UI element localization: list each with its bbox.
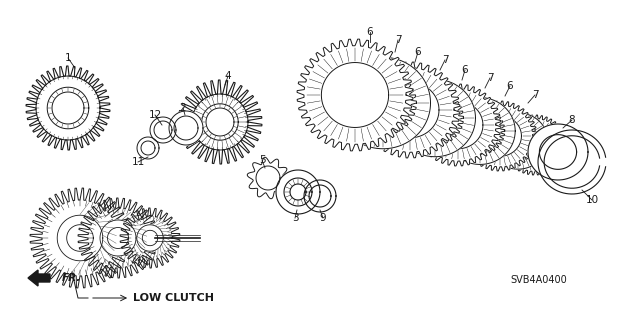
Polygon shape (516, 128, 554, 162)
Polygon shape (78, 198, 158, 278)
Polygon shape (100, 220, 136, 256)
Text: 4: 4 (225, 71, 231, 81)
Text: 6: 6 (507, 81, 513, 91)
Text: 10: 10 (586, 195, 598, 205)
Text: 2: 2 (180, 103, 186, 113)
Text: SVB4A0400: SVB4A0400 (510, 275, 567, 285)
Polygon shape (36, 76, 100, 140)
Polygon shape (28, 270, 50, 286)
Polygon shape (455, 108, 505, 155)
Polygon shape (276, 170, 320, 214)
Text: 8: 8 (569, 115, 575, 125)
Polygon shape (169, 111, 203, 145)
Polygon shape (178, 80, 262, 164)
Polygon shape (297, 39, 413, 151)
Text: 12: 12 (148, 110, 162, 120)
Polygon shape (463, 101, 537, 171)
Text: 6: 6 (415, 47, 421, 57)
Text: 7: 7 (486, 73, 493, 83)
Polygon shape (321, 63, 388, 128)
Polygon shape (497, 121, 539, 161)
Text: LOW CLUTCH: LOW CLUTCH (133, 293, 214, 303)
Polygon shape (150, 117, 176, 143)
Text: 5: 5 (259, 155, 266, 165)
Text: 7: 7 (532, 90, 538, 100)
Polygon shape (57, 215, 103, 261)
Text: 6: 6 (367, 27, 373, 37)
Polygon shape (445, 98, 515, 164)
Polygon shape (26, 66, 110, 150)
Polygon shape (206, 108, 234, 136)
Polygon shape (406, 91, 463, 145)
Text: 1: 1 (65, 53, 71, 63)
Text: 9: 9 (320, 213, 326, 223)
Polygon shape (137, 137, 159, 159)
Polygon shape (202, 104, 238, 140)
Polygon shape (256, 166, 280, 190)
Text: 7: 7 (442, 55, 448, 65)
Polygon shape (335, 57, 431, 149)
Polygon shape (30, 188, 130, 288)
Polygon shape (120, 208, 180, 268)
Polygon shape (479, 116, 522, 156)
Polygon shape (503, 115, 567, 175)
Polygon shape (433, 101, 483, 149)
Text: 7: 7 (395, 35, 401, 45)
Polygon shape (284, 178, 312, 206)
Polygon shape (304, 180, 336, 212)
Text: 11: 11 (131, 157, 145, 167)
Polygon shape (415, 84, 501, 166)
Polygon shape (360, 62, 460, 158)
Text: 3: 3 (292, 213, 298, 223)
Text: 6: 6 (461, 65, 468, 75)
Polygon shape (192, 94, 248, 150)
Polygon shape (381, 82, 439, 138)
Text: FR.: FR. (62, 273, 81, 283)
Polygon shape (47, 87, 89, 129)
Polygon shape (349, 71, 417, 135)
Polygon shape (394, 79, 476, 157)
Polygon shape (137, 225, 163, 251)
Polygon shape (52, 92, 84, 124)
Polygon shape (488, 113, 548, 169)
Polygon shape (528, 124, 588, 180)
